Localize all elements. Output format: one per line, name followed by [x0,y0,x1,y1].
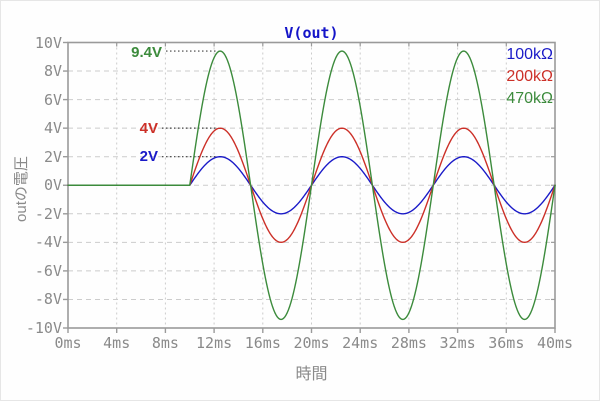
y-tick-label: 6V [43,90,62,109]
x-tick-label: 12ms [196,334,233,352]
legend-item-200k: 200kΩ [506,68,553,85]
x-tick-label: 36ms [488,334,525,352]
chart-title: V(out) [284,24,339,42]
x-tick-label: 28ms [390,334,427,352]
x-axis-label: 時間 [295,366,328,383]
y-tick-label: -10V [25,319,62,337]
annotation-peak-4v: 4V [139,120,158,137]
y-tick-label: 10V [34,33,62,52]
x-tick-label: 32ms [439,334,476,352]
y-tick-label: 4V [43,119,62,138]
x-tick-label: 4ms [103,334,131,352]
annotation-peak-9-4v: 9.4V [131,44,162,61]
y-tick-label: -6V [34,261,62,280]
annotation-peak-2v: 2V [139,148,158,165]
x-tick-label: 16ms [244,334,281,352]
x-tick-label: 24ms [342,334,379,352]
legend-item-100k: 100kΩ [506,46,553,63]
y-tick-label: -4V [34,233,62,252]
y-tick-label: -2V [34,204,62,223]
series-curve-470kΩ [67,50,556,321]
x-tick-label: 0ms [54,334,82,352]
legend-item-470k: 470kΩ [506,90,553,107]
x-tick-label: 40ms [536,334,574,352]
y-tick-label: -8V [34,290,62,309]
y-tick-label: 0V [43,176,62,195]
legend: 100kΩ 200kΩ 470kΩ [506,47,553,113]
y-tick-label: 8V [43,62,62,81]
y-tick-label: 2V [43,147,62,166]
x-tick-label: 20ms [293,334,330,352]
x-tick-label: 8ms [151,334,179,352]
